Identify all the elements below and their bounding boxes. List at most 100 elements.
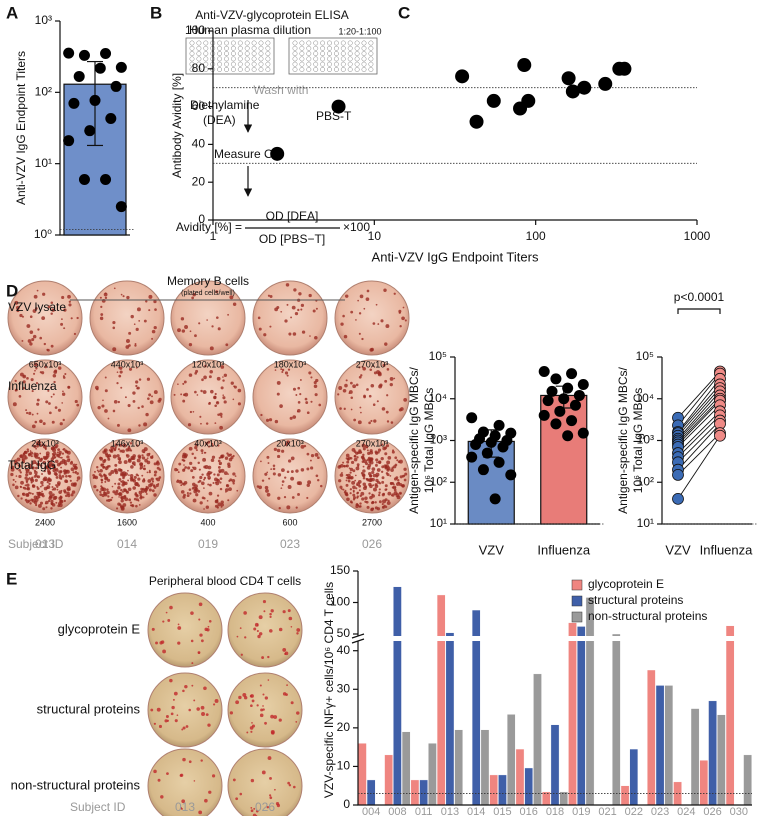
x-tick-label: 019 (572, 806, 590, 816)
spot (29, 477, 34, 482)
spot (67, 385, 71, 389)
spot (182, 689, 185, 693)
spot (33, 469, 37, 472)
spot (97, 470, 100, 473)
spot (343, 334, 348, 339)
bar (445, 632, 455, 806)
spot (101, 404, 105, 408)
spot (349, 467, 354, 472)
pair-line (677, 432, 721, 476)
spot (118, 496, 120, 498)
data-point (455, 69, 470, 84)
spot (110, 469, 115, 474)
spot (268, 418, 273, 422)
spot (15, 305, 20, 310)
spot (278, 506, 281, 510)
spot (181, 329, 186, 333)
spot (56, 454, 59, 457)
spot (380, 470, 384, 473)
bar (664, 685, 674, 806)
spot (292, 387, 297, 391)
spot (50, 395, 53, 398)
spot (305, 401, 309, 404)
spot (174, 719, 178, 723)
spot (113, 468, 118, 473)
data-point (546, 385, 558, 397)
spot (42, 422, 46, 426)
spot (92, 473, 96, 477)
bar (699, 760, 709, 806)
spot (153, 769, 157, 774)
spot (207, 723, 211, 727)
spot (39, 419, 43, 424)
spot (146, 452, 151, 457)
plate-well (224, 56, 229, 62)
y-tick-label: 40 (337, 643, 351, 657)
spot (25, 468, 28, 471)
spot (24, 484, 27, 487)
spot (387, 456, 392, 460)
plate-well (354, 56, 360, 62)
y-axis-label: 10⁶ Total IgG MBCs (631, 388, 645, 493)
spot (70, 467, 75, 472)
spot (149, 400, 154, 405)
spot (99, 468, 103, 473)
spot (130, 465, 134, 469)
plate-well (299, 61, 305, 67)
spot (295, 469, 299, 473)
spot (220, 455, 224, 459)
spot (266, 455, 270, 459)
plate-well (258, 56, 264, 62)
spot (34, 369, 36, 372)
spot (126, 490, 129, 493)
spot (208, 375, 212, 379)
spot (127, 487, 132, 492)
spot (269, 612, 272, 616)
plate-well (340, 40, 346, 46)
plate-well (251, 51, 257, 57)
spot (194, 446, 198, 450)
spot (233, 385, 237, 389)
spot (306, 452, 310, 456)
spot (177, 328, 181, 333)
spot (151, 395, 153, 398)
spot (345, 477, 348, 479)
y-axis-label: Antigen-specific IgG MBCs/ (616, 366, 630, 513)
spot (180, 393, 183, 396)
elisa-plates (185, 37, 378, 75)
spot (403, 467, 407, 471)
plate-well (347, 61, 353, 67)
plate-well (306, 61, 312, 67)
legend-label: non-structural proteins (588, 609, 707, 623)
data-point (63, 135, 75, 147)
plate-well (292, 40, 298, 46)
spot (173, 691, 178, 696)
spot (30, 498, 34, 502)
spot (111, 485, 114, 488)
spot (136, 444, 139, 447)
spot (123, 460, 128, 465)
spot (359, 505, 362, 508)
x-tick-label: 026 (703, 806, 721, 816)
spot (44, 365, 48, 369)
spot (191, 482, 196, 487)
spot (120, 473, 124, 477)
spot (42, 460, 47, 465)
spot (352, 485, 356, 490)
spot (345, 479, 348, 482)
spot (384, 342, 388, 346)
bar (540, 394, 588, 525)
data-point (598, 76, 613, 91)
spot (126, 295, 130, 300)
spot (207, 465, 212, 470)
spot (14, 480, 17, 483)
spot (117, 502, 121, 506)
spot (378, 500, 382, 504)
spot (262, 693, 265, 696)
spot (277, 496, 281, 500)
spot (376, 461, 378, 464)
spot (128, 331, 132, 335)
spot (300, 444, 305, 449)
spot (276, 380, 281, 385)
spot (253, 627, 257, 631)
